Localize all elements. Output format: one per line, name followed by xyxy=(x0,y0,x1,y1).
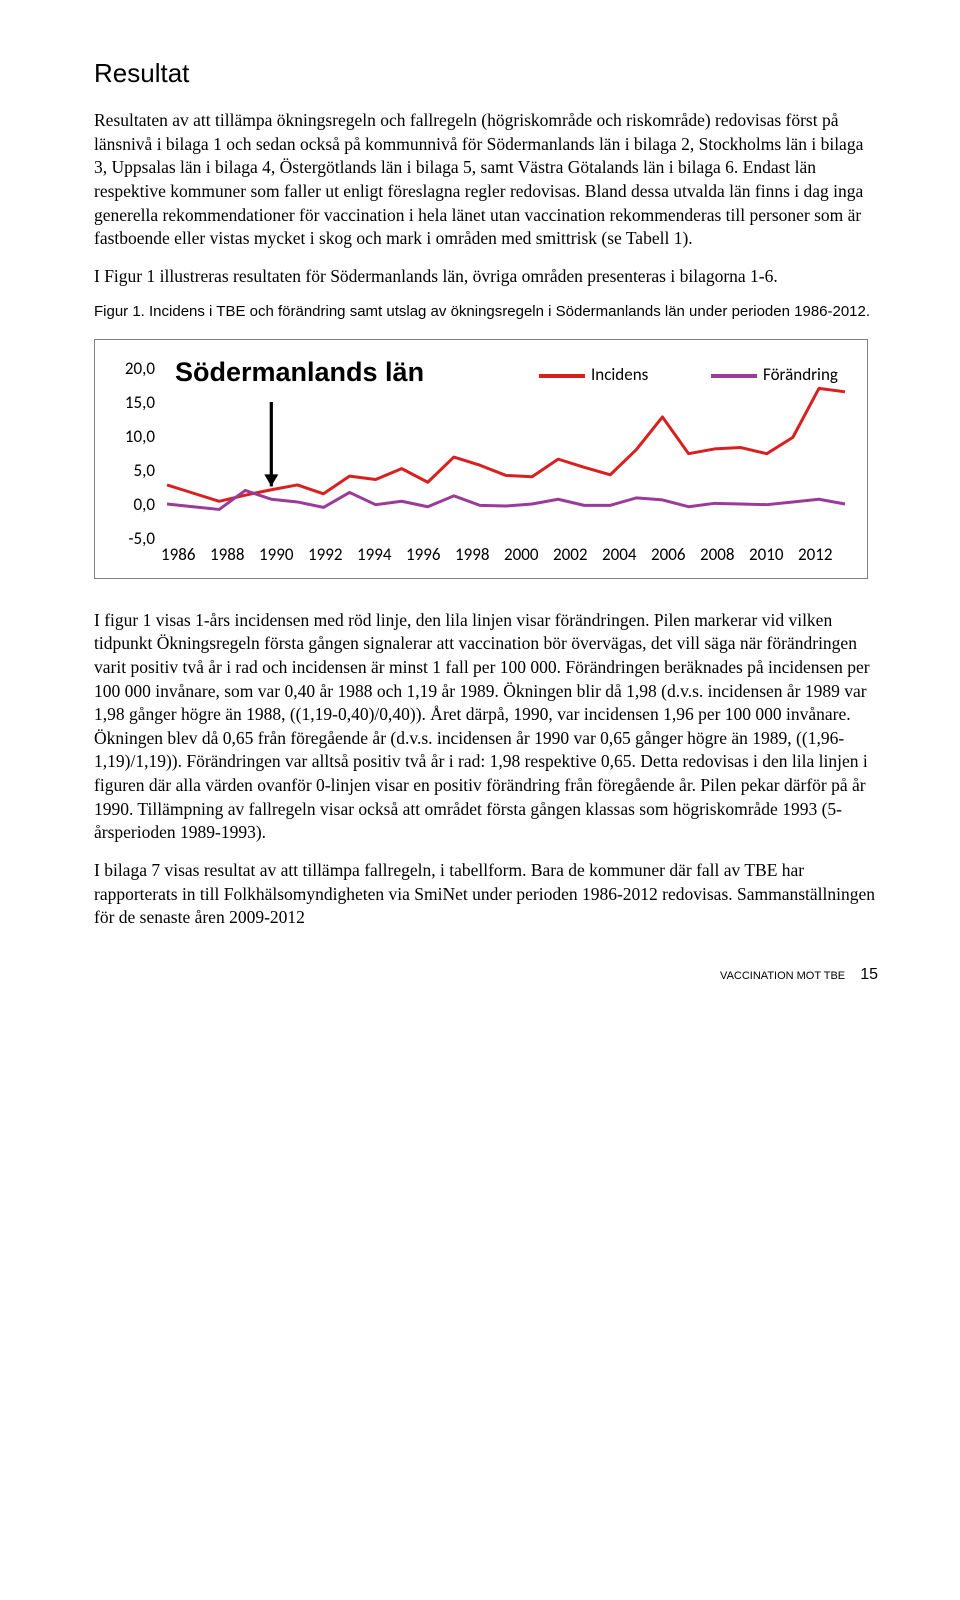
page-number: 15 xyxy=(860,966,878,983)
y-tick: -5,0 xyxy=(109,528,155,551)
x-tick: 2004 xyxy=(602,544,651,567)
footer-text: VACCINATION MOT TBE xyxy=(720,970,845,982)
x-tick: 1994 xyxy=(357,544,406,567)
y-tick: 20,0 xyxy=(109,358,155,381)
series-incidens xyxy=(167,388,845,501)
x-tick: 1986 xyxy=(161,544,210,567)
chart-container: Södermanlands län Incidens Förändring 20… xyxy=(94,339,868,579)
x-tick: 2000 xyxy=(504,544,553,567)
x-axis-labels: 1986198819901992199419961998200020022004… xyxy=(161,544,863,567)
x-tick: 2008 xyxy=(700,544,749,567)
x-tick: 1992 xyxy=(308,544,357,567)
x-tick: 2002 xyxy=(553,544,602,567)
x-tick: 1988 xyxy=(210,544,259,567)
y-tick: 5,0 xyxy=(109,460,155,483)
body-para-3: I figur 1 visas 1-års incidensen med röd… xyxy=(94,609,878,845)
figure-caption: Figur 1. Incidens i TBE och förändring s… xyxy=(94,302,878,322)
body-para-2: I Figur 1 illustreras resultaten för Söd… xyxy=(94,265,878,289)
y-tick: 10,0 xyxy=(109,426,155,449)
page-title: Resultat xyxy=(94,56,878,91)
x-tick: 1998 xyxy=(455,544,504,567)
x-tick: 1990 xyxy=(259,544,308,567)
page-footer: VACCINATION MOT TBE 15 xyxy=(94,964,878,986)
body-para-1: Resultaten av att tillämpa ökningsregeln… xyxy=(94,109,878,251)
series-förändring xyxy=(167,490,845,509)
body-para-4: I bilaga 7 visas resultat av att tillämp… xyxy=(94,859,878,930)
x-tick: 2012 xyxy=(798,544,847,567)
y-tick: 0,0 xyxy=(109,494,155,517)
y-tick: 15,0 xyxy=(109,392,155,415)
x-tick: 2010 xyxy=(749,544,798,567)
chart-plot xyxy=(161,368,851,538)
x-tick: 1996 xyxy=(406,544,455,567)
x-tick: 2006 xyxy=(651,544,700,567)
arrow-icon xyxy=(264,402,278,486)
